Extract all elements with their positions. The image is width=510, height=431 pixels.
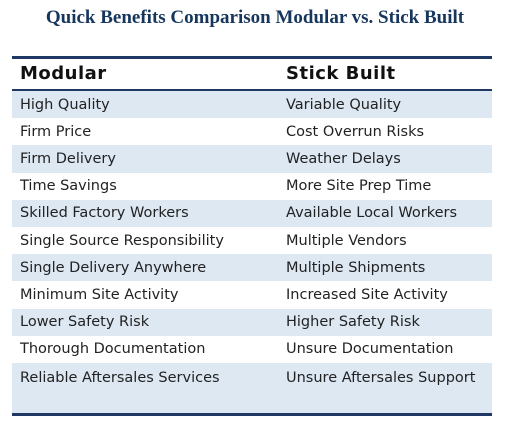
table-row: Firm Delivery Weather Delays: [12, 145, 492, 173]
modular-cell: Single Delivery Anywhere: [20, 259, 207, 276]
modular-cell: Firm Delivery: [20, 150, 116, 167]
table-row: Firm Price Cost Overrun Risks: [12, 118, 492, 145]
table-row: Reliable Aftersales Services Unsure Afte…: [12, 362, 492, 413]
modular-cell: Time Savings: [20, 178, 117, 195]
stick-built-cell: Increased Site Activity: [286, 286, 448, 303]
modular-cell: Skilled Factory Workers: [20, 205, 189, 222]
stick-built-cell: Available Local Workers: [286, 205, 458, 222]
header-stick-built: Stick Built: [286, 63, 396, 84]
header-modular: Modular: [20, 63, 107, 84]
table-row: Lower Safety Risk Higher Safety Risk: [12, 308, 492, 336]
table-top-rule: [12, 56, 492, 59]
stick-built-cell: Unsure Documentation: [286, 341, 454, 358]
modular-cell: Thorough Documentation: [20, 341, 206, 358]
table-row: Single Source Responsibility Multiple Ve…: [12, 227, 492, 254]
stick-built-cell: More Site Prep Time: [286, 178, 432, 195]
stick-built-cell: Multiple Vendors: [286, 232, 407, 249]
table-bottom-rule: [12, 412, 492, 416]
page-title: Quick Benefits Comparison Modular vs. St…: [45, 7, 465, 28]
stick-built-cell: Cost Overrun Risks: [286, 123, 425, 140]
comparison-table: Modular Stick Built High Quality Variabl…: [12, 56, 492, 416]
modular-cell: Lower Safety Risk: [20, 314, 150, 331]
modular-cell: Single Source Responsibility: [20, 232, 224, 249]
modular-cell: Minimum Site Activity: [20, 286, 179, 303]
modular-cell: Reliable Aftersales Services: [20, 369, 220, 386]
table-row: Thorough Documentation Unsure Documentat…: [12, 336, 492, 363]
table-row: Single Delivery Anywhere Multiple Shipme…: [12, 254, 492, 282]
table-row: Minimum Site Activity Increased Site Act…: [12, 281, 492, 308]
modular-cell: Firm Price: [20, 123, 92, 140]
stick-built-cell: Unsure Aftersales Support: [286, 369, 476, 386]
stick-built-cell: Higher Safety Risk: [286, 314, 420, 331]
table-row: Time Savings More Site Prep Time: [12, 173, 492, 200]
stick-built-cell: Multiple Shipments: [286, 259, 426, 276]
table-row: High Quality Variable Quality: [12, 91, 492, 119]
table-row: Skilled Factory Workers Available Local …: [12, 199, 492, 227]
table-header-row: Modular Stick Built: [12, 59, 492, 91]
stick-built-cell: Weather Delays: [286, 150, 401, 167]
modular-cell: High Quality: [20, 96, 110, 113]
stick-built-cell: Variable Quality: [286, 96, 402, 113]
